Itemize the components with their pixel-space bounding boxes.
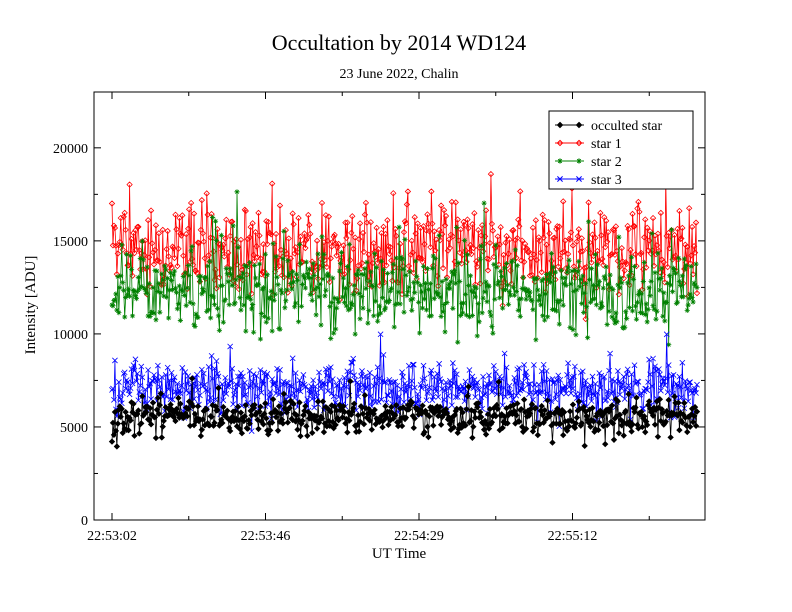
- legend-item: occulted star: [555, 119, 662, 134]
- chart-title: Occultation by 2014 WD124: [272, 30, 526, 55]
- y-axis-label: Intensity [ADU]: [23, 256, 39, 355]
- series-markers: [109, 331, 700, 434]
- series-star-2: [109, 189, 700, 348]
- legend-label: star 1: [591, 137, 622, 152]
- series-occulted-star: [108, 375, 701, 450]
- x-tick-label: 22:53:46: [241, 529, 291, 544]
- y-tick-label: 20000: [53, 142, 88, 157]
- x-tick-label: 22:54:29: [394, 529, 444, 544]
- legend-items: occulted star star 1 star 2 star 3: [555, 119, 662, 188]
- series-markers: [109, 189, 700, 348]
- chart-subtitle: 23 June 2022, Chalin: [340, 67, 459, 82]
- y-axis: 0 5000 10000 15000 20000: [53, 142, 705, 529]
- y-tick-label: 15000: [53, 235, 88, 250]
- legend: occulted star star 1 star 2 star 3: [548, 110, 694, 190]
- legend-swatch-marker: [556, 121, 583, 129]
- legend-swatch-marker: [556, 139, 583, 147]
- legend-label: star 2: [591, 155, 622, 170]
- x-axis: 22:53:02 22:53:46 22:54:29 22:55:12: [87, 92, 650, 544]
- x-tick-label: 22:53:02: [87, 529, 137, 544]
- legend-box: [548, 110, 694, 190]
- series-markers: [108, 375, 701, 450]
- legend-swatch-marker: [557, 158, 582, 164]
- x-axis-label: UT Time: [372, 546, 427, 562]
- legend-swatch-marker: [557, 176, 582, 182]
- series-layer: [108, 170, 701, 450]
- x-tick-label: 22:55:12: [548, 529, 598, 544]
- legend-item: star 3: [555, 173, 622, 188]
- legend-label: star 3: [591, 173, 622, 188]
- legend-item: star 2: [555, 155, 622, 170]
- y-tick-label: 5000: [60, 421, 88, 436]
- y-tick-label: 10000: [53, 328, 88, 343]
- y-tick-label: 0: [81, 514, 88, 529]
- legend-label: occulted star: [591, 119, 662, 134]
- series-line: [111, 334, 698, 432]
- plot-frame: [93, 91, 706, 521]
- series-star-3: [109, 331, 700, 434]
- legend-item: star 1: [555, 137, 622, 152]
